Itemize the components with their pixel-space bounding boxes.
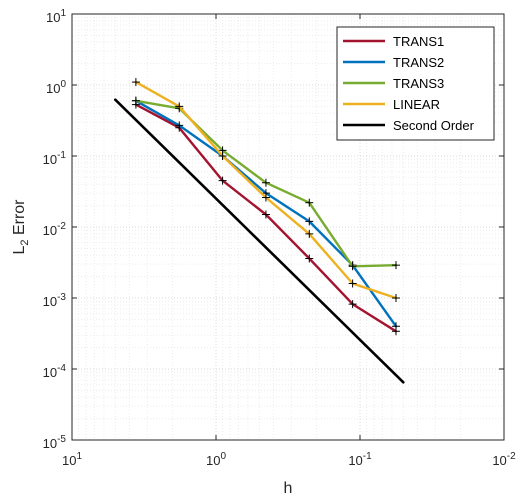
legend-entry-second-order: Second Order	[393, 118, 475, 133]
data-point-linear	[261, 193, 270, 202]
x-tick-label-base: 10	[492, 453, 506, 468]
x-tick-label: 101	[62, 451, 82, 468]
y-axis-label: L2 Error	[11, 199, 31, 255]
y-tick-label-base: 10	[43, 436, 57, 451]
data-point-trans2	[305, 217, 314, 226]
y-tick-label: 10-3	[43, 292, 67, 309]
y-tick-label: 101	[46, 8, 66, 25]
data-point-trans1	[218, 176, 227, 185]
y-tick-label-base: 10	[46, 81, 60, 96]
x-tick-label-exponent: 0	[220, 451, 226, 462]
legend: TRANS1 TRANS2 TRANS3 LINEAR Second Order	[336, 26, 495, 141]
y-tick-label-base: 10	[43, 365, 57, 380]
y-axis-label-subscript: 2	[19, 239, 31, 245]
series-layer	[114, 78, 405, 384]
data-point-linear	[391, 294, 400, 302]
y-tick-label-base: 10	[43, 294, 57, 309]
legend-entry-trans2: TRANS2	[393, 55, 444, 70]
data-point-linear	[175, 102, 184, 111]
data-point-linear	[348, 279, 357, 288]
y-tick-label: 10-5	[43, 434, 67, 451]
y-tick-label-exponent: -1	[57, 150, 66, 161]
data-point-linear	[131, 78, 140, 87]
y-tick-label-exponent: -5	[57, 434, 66, 445]
x-tick-label-exponent: 1	[76, 451, 82, 462]
data-point-trans2	[391, 322, 400, 331]
y-tick-label-exponent: -3	[57, 292, 66, 303]
y-tick-label-exponent: 1	[60, 8, 66, 19]
y-tick-label-exponent: -4	[57, 363, 66, 374]
x-tick-label-exponent: -1	[363, 451, 372, 462]
y-tick-label: 10-4	[43, 363, 67, 380]
data-point-trans1	[348, 300, 357, 309]
data-point-trans1	[261, 210, 270, 219]
data-point-trans3	[305, 198, 314, 207]
data-point-trans3	[131, 96, 140, 105]
y-tick-label-exponent: -2	[57, 221, 66, 232]
x-axis-label: h	[284, 480, 293, 497]
data-point-trans1	[305, 254, 314, 263]
y-tick-label-base: 10	[43, 152, 57, 167]
legend-entry-trans3: TRANS3	[393, 76, 444, 91]
data-point-linear	[305, 229, 314, 238]
series-line-second-order	[114, 98, 405, 384]
y-tick-label: 10-1	[43, 150, 67, 167]
x-tick-label-exponent: -2	[507, 451, 516, 462]
x-tick-label-base: 10	[62, 453, 76, 468]
y-axis-label-rest: Error	[11, 199, 28, 240]
y-tick-label-base: 10	[43, 223, 57, 238]
x-tick-label: 100	[206, 451, 226, 468]
legend-entry-trans1: TRANS1	[393, 34, 444, 49]
data-point-trans2	[175, 121, 184, 130]
data-point-trans3	[391, 261, 400, 270]
x-tick-label: 10-2	[492, 451, 516, 468]
y-axis-label-main: L	[11, 246, 28, 255]
grid	[72, 14, 505, 441]
x-tick-label-base: 10	[206, 453, 220, 468]
y-tick-label-base: 10	[46, 10, 60, 25]
data-point-trans3	[261, 178, 270, 187]
y-tick-label: 100	[46, 79, 66, 96]
legend-entry-linear: LINEAR	[393, 97, 440, 112]
data-point-linear	[218, 152, 227, 160]
y-tick-label: 10-2	[43, 221, 67, 238]
x-tick-label-base: 10	[348, 453, 362, 468]
y-tick-label-exponent: 0	[60, 79, 66, 90]
data-point-trans3	[348, 262, 357, 271]
x-tick-label: 10-1	[348, 451, 372, 468]
